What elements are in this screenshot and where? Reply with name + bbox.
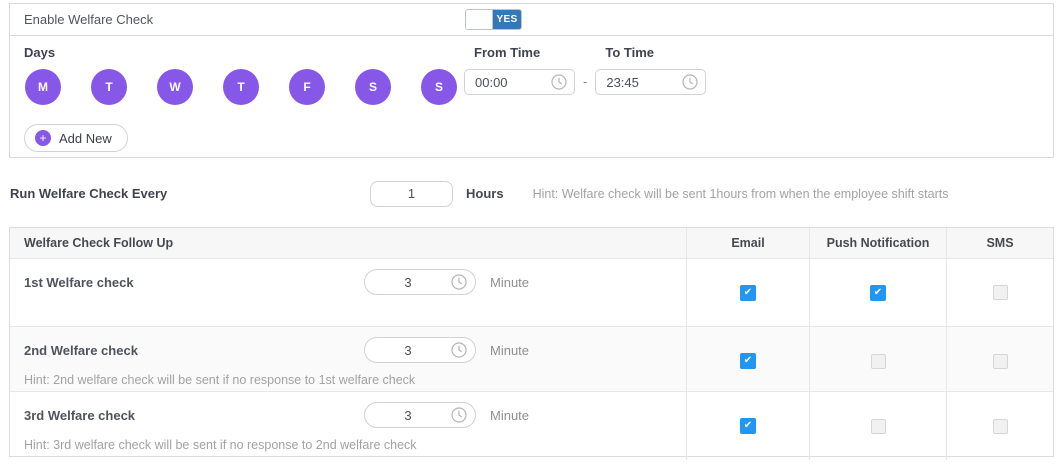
frequency-label: Run Welfare Check Every: [10, 186, 168, 201]
minute-unit-label: Minute: [490, 274, 530, 290]
frequency-unit-label: Hours: [466, 186, 504, 201]
table-row: 2nd Welfare check Minute Hint: 2nd welfa…: [10, 327, 1053, 395]
add-new-label: Add New: [59, 130, 112, 146]
to-time-field: To Time: [595, 45, 707, 95]
frequency-hint: Hint: Welfare check will be sent 1hours …: [532, 186, 949, 201]
add-new-button[interactable]: Add New: [24, 124, 128, 152]
day-button-mon[interactable]: M: [25, 69, 61, 105]
table-row: 1st Welfare check Minute: [10, 259, 1053, 327]
row-label: 2nd Welfare check: [24, 342, 138, 358]
minute-unit-label: Minute: [490, 407, 530, 423]
from-time-input[interactable]: [464, 69, 575, 95]
time-range-separator: -: [583, 74, 588, 89]
clock-icon[interactable]: [682, 74, 698, 90]
table-title: Welfare Check Follow Up: [10, 228, 687, 258]
row-hint: Hint: 2nd welfare check will be sent if …: [24, 373, 416, 387]
day-button-wed[interactable]: W: [157, 69, 193, 105]
day-button-tue[interactable]: T: [91, 69, 127, 105]
enable-welfare-check-label: Enable Welfare Check: [24, 12, 154, 27]
column-header-email: Email: [687, 228, 810, 258]
plus-circle-icon: [35, 130, 51, 146]
clock-icon[interactable]: [451, 407, 467, 423]
days-label: Days: [24, 45, 56, 60]
row-hint: Hint: 3rd welfare check will be sent if …: [24, 438, 417, 452]
table-header-row: Welfare Check Follow Up Email Push Notif…: [10, 228, 1053, 259]
row-label: 1st Welfare check: [24, 274, 134, 290]
day-selector: M T W T F S S: [25, 69, 1039, 105]
column-header-sms: SMS: [986, 236, 1014, 250]
clock-icon[interactable]: [451, 342, 467, 358]
day-button-fri[interactable]: F: [289, 69, 325, 105]
to-time-label: To Time: [605, 45, 654, 60]
welfare-check-2-minutes-input[interactable]: [364, 337, 476, 363]
day-button-thu[interactable]: T: [223, 69, 259, 105]
welfare-check-1-minutes-input[interactable]: [364, 269, 476, 295]
from-time-label: From Time: [474, 45, 541, 60]
column-header-push: Push Notification: [810, 228, 947, 258]
enable-welfare-check-row: Enable Welfare Check YES: [9, 3, 1054, 36]
frequency-row: Run Welfare Check Every Hours Hint: Welf…: [10, 177, 1054, 210]
push-notification-checkbox[interactable]: [870, 284, 886, 301]
sms-checkbox[interactable]: [992, 285, 1008, 300]
from-time-field: From Time: [464, 45, 575, 95]
sms-checkbox[interactable]: [992, 418, 1008, 434]
email-checkbox[interactable]: [740, 418, 756, 434]
schedule-panel: Days M T W T F S S From Time - To Time: [9, 35, 1054, 158]
follow-up-table: Welfare Check Follow Up Email Push Notif…: [9, 227, 1054, 460]
email-checkbox[interactable]: [740, 284, 756, 301]
push-notification-checkbox[interactable]: [870, 353, 886, 369]
clock-icon[interactable]: [551, 74, 567, 90]
row-label: 3rd Welfare check: [24, 407, 136, 423]
toggle-yes-label: YES: [493, 10, 521, 29]
day-button-sat[interactable]: S: [355, 69, 391, 105]
time-range: From Time - To Time: [464, 45, 707, 95]
sms-checkbox[interactable]: [992, 353, 1008, 369]
table-row: 3rd Welfare check Minute Hint: 3rd welfa…: [10, 392, 1053, 460]
frequency-input[interactable]: [370, 180, 453, 207]
minute-unit-label: Minute: [490, 342, 530, 358]
day-button-sun[interactable]: S: [421, 69, 457, 105]
email-checkbox[interactable]: [740, 353, 756, 369]
to-time-input[interactable]: [595, 69, 707, 95]
toggle-knob: [466, 10, 493, 29]
welfare-check-3-minutes-input[interactable]: [364, 402, 476, 428]
clock-icon[interactable]: [451, 274, 467, 290]
enable-welfare-check-toggle[interactable]: YES: [465, 9, 522, 30]
push-notification-checkbox[interactable]: [870, 418, 886, 434]
